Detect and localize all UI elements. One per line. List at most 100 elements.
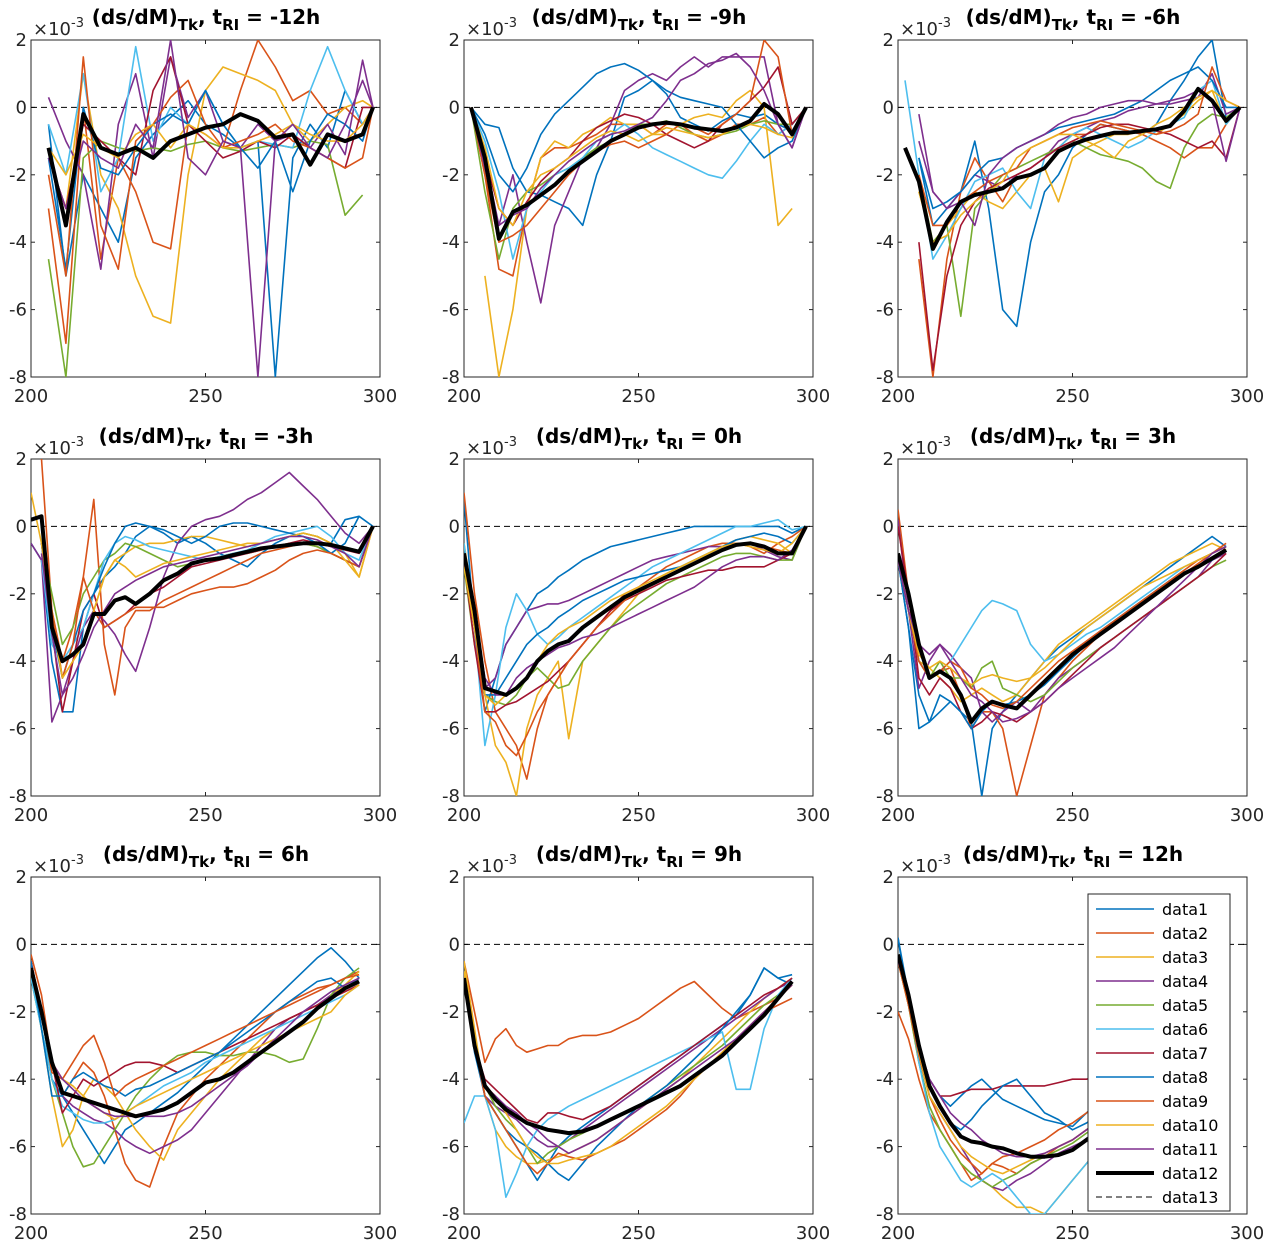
series-line-data11 <box>918 89 1241 227</box>
y-tick-label: -8 <box>9 1204 27 1225</box>
y-tick-label: -8 <box>876 786 894 807</box>
series-line-data12 <box>469 102 808 241</box>
panel-title: (ds/dM)Tk, tRI = -3h <box>99 424 314 453</box>
legend-label: data3 <box>1162 948 1208 967</box>
exponent-label: ×10-3 <box>33 435 84 459</box>
y-tick-label: -4 <box>442 1069 460 1090</box>
x-tick-label: 300 <box>1230 1223 1264 1244</box>
plot-area <box>464 943 813 1198</box>
y-tick-label: -4 <box>9 232 27 253</box>
legend-label: data12 <box>1162 1164 1218 1183</box>
series-line-data9 <box>40 526 374 679</box>
series-line-data10 <box>898 545 1227 686</box>
legend-label: data1 <box>1162 900 1208 919</box>
series-line-data10 <box>470 107 807 227</box>
y-tick-label: 0 <box>449 934 460 955</box>
x-tick-label: 300 <box>1230 386 1264 407</box>
plot-area <box>898 40 1247 377</box>
series-line-data8 <box>464 967 793 1182</box>
y-tick-label: -6 <box>9 1137 27 1158</box>
x-tick-label: 250 <box>188 1223 222 1244</box>
x-tick-label: 300 <box>363 386 397 407</box>
series-line-data6 <box>31 977 360 1124</box>
series-line-data8 <box>918 66 1240 210</box>
y-tick-label: -8 <box>442 367 460 388</box>
y-tick-label: -6 <box>442 719 460 740</box>
series-line-data6 <box>464 518 807 747</box>
x-tick-label: 250 <box>1055 805 1089 826</box>
panel-title: (ds/dM)Tk, tRI = 0h <box>536 424 742 453</box>
y-tick-label: -8 <box>442 1204 460 1225</box>
x-tick-label: 300 <box>796 805 830 826</box>
y-tick-label: 2 <box>449 30 460 51</box>
y-tick-label: -8 <box>9 367 27 388</box>
y-tick-label: -2 <box>876 1002 894 1023</box>
panel-title: (ds/dM)Tk, tRI = 6h <box>103 842 309 871</box>
series-line-data12 <box>464 525 808 697</box>
y-tick-label: 2 <box>16 30 27 51</box>
y-tick-label: -8 <box>9 786 27 807</box>
series-line-data5 <box>31 967 360 1168</box>
panel-title: (ds/dM)Tk, tRI = -12h <box>92 5 321 34</box>
y-tick-label: -8 <box>876 1204 894 1225</box>
series-line-data9 <box>470 40 807 243</box>
x-tick-label: 200 <box>14 1223 48 1244</box>
x-tick-label: 200 <box>881 805 915 826</box>
y-tick-label: 2 <box>449 449 460 470</box>
series-line-data12 <box>31 514 375 664</box>
plot-area <box>464 40 813 377</box>
axes-box <box>30 876 381 1215</box>
y-tick-label: 2 <box>883 30 894 51</box>
exponent-label: ×10-3 <box>900 853 951 877</box>
y-tick-label: -2 <box>9 1002 27 1023</box>
series-line-data6 <box>464 977 793 1198</box>
x-tick-label: 250 <box>621 1223 655 1244</box>
series-line-data11 <box>464 525 807 696</box>
series-line-data5 <box>464 526 807 706</box>
exponent-label: ×10-3 <box>466 435 517 459</box>
series-line-data4 <box>470 56 807 304</box>
panel-4: 200 250 300 2 0 -2 -4 -6 -8 ×10-3 (ds/dM)Tk, tRI =… <box>9 424 397 826</box>
axes-box <box>897 458 1248 797</box>
series-line-data2 <box>918 106 1241 377</box>
exponent-label: ×10-3 <box>466 16 517 40</box>
legend-label: data13 <box>1162 1188 1218 1207</box>
y-tick-label: 0 <box>16 97 27 118</box>
y-tick-label: -8 <box>442 786 460 807</box>
series-line-data12 <box>898 548 1228 724</box>
exponent-label: ×10-3 <box>33 16 84 40</box>
panel-1: 200 250 300 2 0 -2 -4 -6 -8 ×10-3 (ds/dM)Tk, tRI =… <box>9 5 397 407</box>
x-tick-label: 300 <box>1230 805 1264 826</box>
exponent-label: ×10-3 <box>900 16 951 40</box>
series-line-data4 <box>47 56 374 270</box>
legend-label: data11 <box>1162 1140 1218 1159</box>
y-tick-label: -4 <box>442 232 460 253</box>
plot-area <box>31 459 380 723</box>
y-tick-label: -6 <box>9 300 27 321</box>
plot-area <box>31 943 380 1188</box>
panels-group: 200 250 300 2 0 -2 -4 -6 -8 ×10-3 (ds/dM)Tk, tRI =… <box>9 5 1264 1244</box>
y-tick-label: 2 <box>883 867 894 888</box>
y-tick-label: 2 <box>883 449 894 470</box>
panel-6: 200 250 300 2 0 -2 -4 -6 -8 ×10-3 (ds/dM)Tk, tRI =… <box>876 424 1264 826</box>
y-tick-label: -8 <box>876 367 894 388</box>
y-tick-label: 2 <box>16 867 27 888</box>
series-line-data11 <box>898 545 1227 723</box>
series-line-data9 <box>898 542 1227 710</box>
x-tick-label: 250 <box>1055 386 1089 407</box>
x-tick-label: 300 <box>796 386 830 407</box>
series-line-data4 <box>31 471 374 723</box>
legend: data1 data2 data3 data4 data5 data6 data7 data8… <box>1087 893 1231 1212</box>
series-line-data11 <box>470 52 807 227</box>
y-tick-label: -6 <box>442 300 460 321</box>
panel-5: 200 250 300 2 0 -2 -4 -6 -8 ×10-3 (ds/dM)Tk, tRI =… <box>442 424 830 826</box>
plot-area <box>31 40 380 377</box>
y-tick-label: -2 <box>442 584 460 605</box>
x-tick-label: 200 <box>447 1223 481 1244</box>
series-line-data8 <box>47 89 374 270</box>
panel-3: 200 250 300 2 0 -2 -4 -6 -8 ×10-3 (ds/dM)Tk, tRI =… <box>876 5 1264 407</box>
y-tick-label: -4 <box>9 651 27 672</box>
exponent-label: ×10-3 <box>466 853 517 877</box>
series-line-data9 <box>31 971 360 1097</box>
x-tick-label: 200 <box>14 386 48 407</box>
